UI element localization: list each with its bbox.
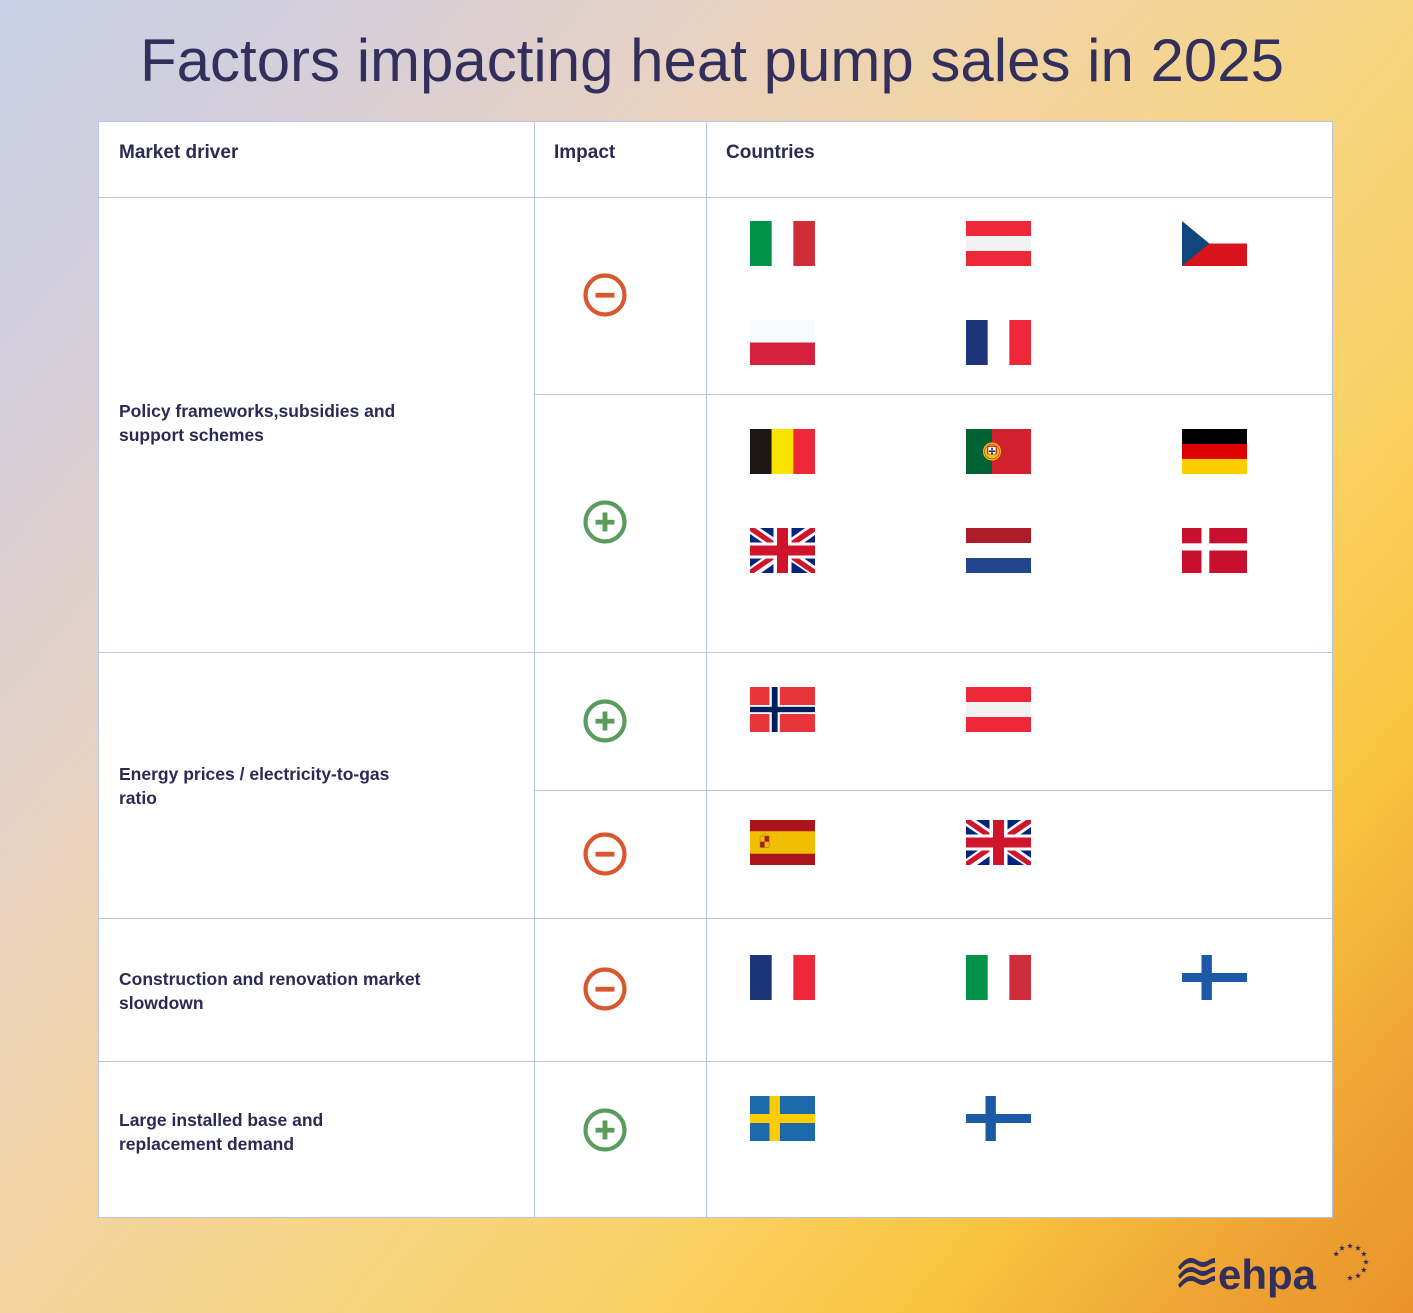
svg-text:ehpa: ehpa: [1218, 1251, 1317, 1298]
